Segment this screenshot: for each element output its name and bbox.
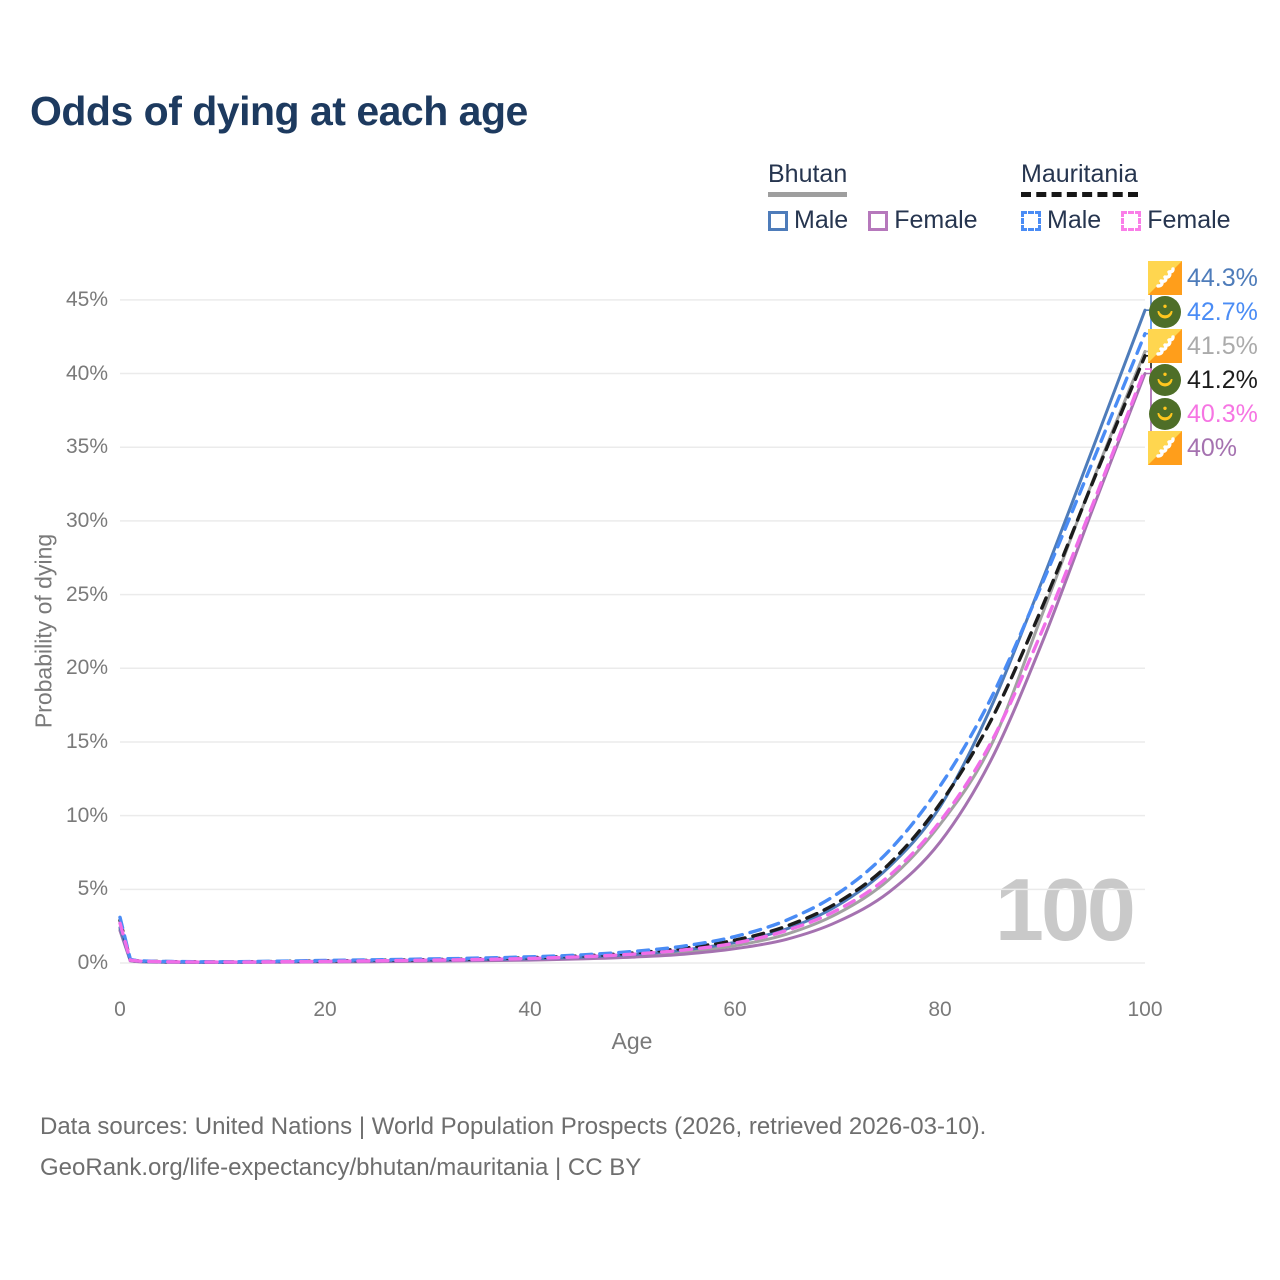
x-axis-title: Age [611, 1028, 653, 1054]
mauritania-flag-icon [1148, 363, 1182, 397]
end-label-bhutan-both: 41.5% [1148, 329, 1258, 363]
y-axis-title: Probability of dying [30, 533, 57, 729]
y-tick-label: 0% [77, 951, 108, 974]
end-label-value: 40.3% [1187, 399, 1258, 428]
legend-item-label: Female [1147, 206, 1231, 234]
y-tick-label: 5% [77, 877, 108, 901]
y-tick-label: 30% [65, 508, 108, 532]
x-tick-label: 20 [313, 998, 337, 1021]
mauritania-male-swatch-icon [1021, 210, 1041, 231]
end-label-bhutan-male: 44.3% [1148, 261, 1258, 295]
series-line-bhutan-male [118, 308, 1147, 964]
legend-group-bhutan: Bhutan Male Female [768, 160, 978, 235]
y-tick-label: 40% [65, 361, 108, 385]
legend-item-mauritania-male[interactable]: Male [1021, 206, 1101, 235]
y-tick-label: 10% [65, 803, 108, 827]
end-label-value: 44.3% [1187, 263, 1258, 292]
y-tick-label: 35% [65, 435, 108, 459]
bhutan-flag-icon [1148, 431, 1182, 465]
series-line-mauritania-male [118, 332, 1147, 964]
series-line-mauritania-female [118, 367, 1147, 964]
x-tick-label: 100 [1127, 998, 1163, 1021]
legend-item-label: Male [1047, 206, 1102, 234]
legend-item-label: Male [794, 206, 849, 234]
x-tick-label: 0 [114, 998, 126, 1021]
mauritania-female-swatch-icon [1121, 210, 1142, 231]
x-tick-label: 40 [518, 998, 542, 1021]
watermark-age: 100 [995, 860, 1136, 959]
legend-item-label: Female [894, 206, 978, 234]
mauritania-flag-icon [1148, 295, 1182, 329]
end-label-value: 40% [1187, 433, 1238, 462]
y-tick-label: 25% [65, 582, 108, 606]
bhutan-female-swatch-icon [868, 210, 889, 231]
legend-title-bhutan[interactable]: Bhutan [768, 160, 848, 197]
end-label-mauritania-both: 41.2% [1148, 363, 1258, 397]
end-label-bhutan-female: 40% [1148, 431, 1237, 465]
legend-item-bhutan-female[interactable]: Female [868, 206, 978, 235]
x-tick-label: 60 [723, 998, 747, 1021]
end-label-value: 41.5% [1187, 331, 1258, 360]
data-source-text: Data sources: United Nations | World Pop… [40, 1113, 987, 1140]
y-tick-label: 20% [65, 656, 108, 680]
x-tick-label: 80 [928, 998, 952, 1021]
series-line-bhutan-both-sexes [118, 349, 1147, 964]
bhutan-flag-icon [1148, 329, 1182, 363]
end-label-mauritania-female: 40.3% [1148, 397, 1258, 431]
legend-item-mauritania-female[interactable]: Female [1121, 206, 1231, 235]
bhutan-flag-icon [1148, 261, 1182, 295]
bhutan-male-swatch-icon [768, 210, 788, 231]
footer: Data sources: United Nations | World Pop… [40, 1106, 986, 1188]
y-tick-label: 45% [65, 287, 108, 311]
end-label-value: 41.2% [1187, 365, 1258, 394]
end-label-mauritania-male: 42.7% [1148, 295, 1258, 329]
mauritania-flag-icon [1148, 397, 1182, 431]
y-tick-label: 15% [65, 729, 108, 753]
page-title: Odds of dying at each age [30, 88, 528, 134]
legend-item-bhutan-male[interactable]: Male [768, 206, 848, 235]
legend-title-mauritania[interactable]: Mauritania [1021, 160, 1138, 197]
legend-group-mauritania: Mauritania Male Female [1021, 160, 1231, 235]
source-url-text[interactable]: GeoRank.org/life-expectancy/bhutan/mauri… [40, 1154, 642, 1181]
end-label-value: 42.7% [1187, 297, 1258, 326]
